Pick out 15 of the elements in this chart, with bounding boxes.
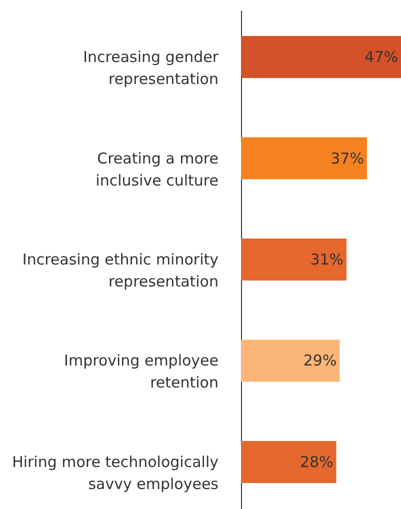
data-label: 37% — [330, 149, 364, 168]
data-label: 28% — [300, 452, 334, 471]
data-label: 31% — [310, 250, 344, 268]
y-tick-label: Creating a more inclusive culture — [96, 149, 218, 190]
data-label: 29% — [303, 352, 337, 370]
bar — [241, 340, 340, 382]
bar — [241, 137, 367, 180]
y-tick-label: Increasing ethnic minority representation — [22, 250, 219, 290]
data-label: 47% — [364, 48, 398, 66]
y-tick-label: Improving employee retention — [64, 352, 218, 392]
y-tick-label: Increasing gender representation — [83, 48, 220, 88]
bar — [241, 440, 336, 483]
y-tick-label: Hiring more technologically savvy employees — [12, 452, 219, 493]
bar — [241, 36, 401, 78]
bar — [241, 238, 347, 281]
